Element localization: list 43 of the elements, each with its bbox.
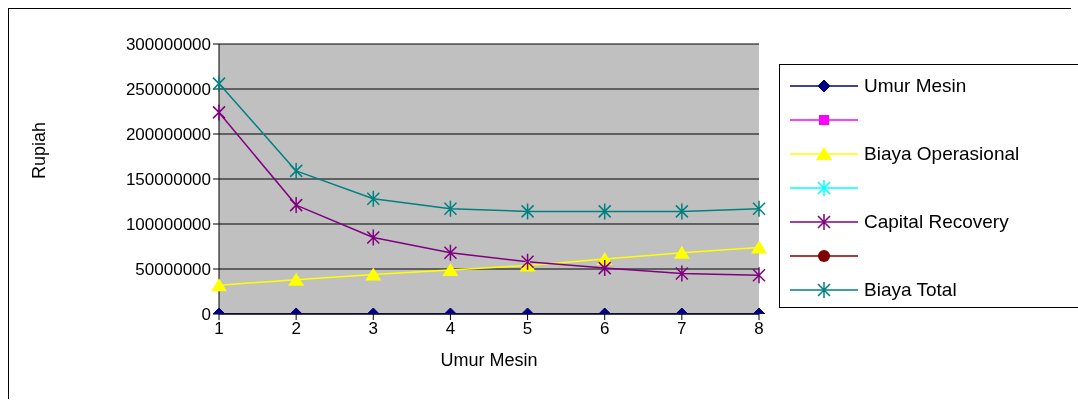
- point: [675, 264, 689, 283]
- point: [366, 190, 381, 208]
- y-tick-label: 300000000: [125, 35, 211, 55]
- point: [289, 162, 303, 180]
- point: [442, 262, 459, 276]
- point: [520, 202, 535, 221]
- point: [365, 267, 382, 281]
- x-tick-label: 7: [677, 319, 687, 339]
- point: [443, 199, 458, 218]
- x-tick-label: 5: [522, 319, 533, 339]
- legend-label: Umur Mesin: [864, 75, 967, 97]
- point: [211, 278, 227, 292]
- point: [675, 202, 689, 221]
- point: [597, 202, 612, 221]
- y-tick-label: 100000000: [125, 215, 211, 235]
- y-tick-label: 200000000: [125, 125, 211, 145]
- point: [752, 199, 766, 218]
- x-tick-label: 8: [754, 319, 764, 339]
- point: [366, 228, 381, 247]
- legend-label: Biaya Total: [864, 279, 957, 301]
- y-tick-label: 0: [201, 305, 211, 325]
- point: [520, 253, 535, 271]
- legend-label: Capital Recovery: [864, 211, 1009, 233]
- point: [751, 240, 767, 254]
- point: [597, 259, 612, 277]
- x-tick-label: 4: [445, 319, 456, 339]
- x-tick-label: 3: [368, 319, 379, 339]
- y-tick-label: 250000000: [125, 80, 211, 100]
- y-tick-label: 50000000: [135, 260, 211, 280]
- point: [212, 74, 226, 93]
- y-axis-title: Rupiah: [29, 121, 50, 179]
- point: [752, 266, 766, 285]
- x-tick-label: 6: [599, 319, 610, 339]
- y-tick-label: 150000000: [125, 170, 211, 190]
- point: [288, 272, 305, 286]
- point: [289, 196, 303, 214]
- legend-label: Biaya Operasional: [864, 143, 1020, 165]
- point: [212, 103, 226, 122]
- point: [673, 245, 690, 259]
- x-tick-label: 2: [291, 319, 301, 339]
- x-tick-label: 1: [214, 319, 224, 339]
- x-axis-title: Umur Mesin: [440, 350, 538, 370]
- point: [443, 244, 458, 262]
